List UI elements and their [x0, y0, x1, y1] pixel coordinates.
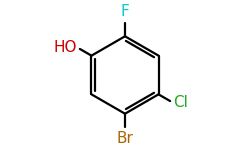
Text: Br: Br: [116, 131, 134, 146]
Text: Cl: Cl: [173, 95, 188, 110]
Text: F: F: [120, 4, 130, 19]
Text: HO: HO: [53, 40, 77, 55]
